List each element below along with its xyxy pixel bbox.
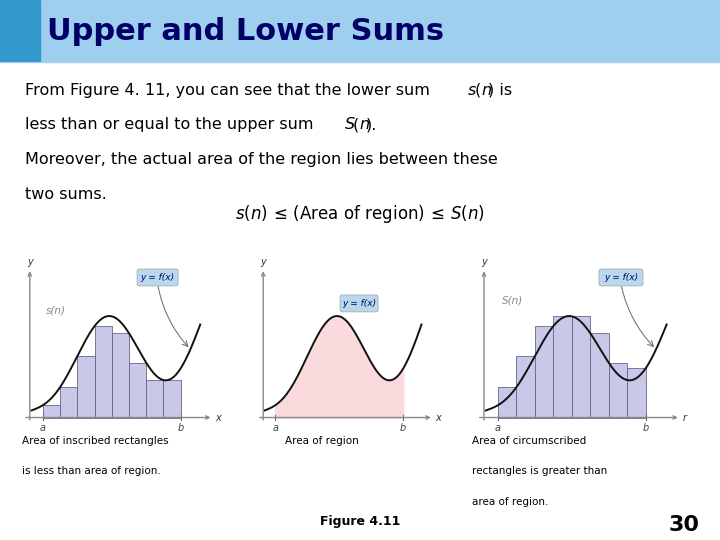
Text: S(n): S(n) bbox=[502, 295, 523, 306]
Text: $s(n)\,\leq\,(\mathrm{Area\ of\ region})\,\leq\,S(n)$: $s(n)\,\leq\,(\mathrm{Area\ of\ region})… bbox=[235, 202, 485, 225]
Text: (: ( bbox=[475, 83, 481, 98]
Bar bbox=[627, 368, 646, 417]
Text: n: n bbox=[481, 83, 491, 98]
Text: y: y bbox=[261, 257, 266, 267]
Text: b: b bbox=[177, 423, 184, 434]
Text: S: S bbox=[345, 117, 355, 132]
Text: b: b bbox=[642, 423, 649, 434]
Text: less than or equal to the upper sum: less than or equal to the upper sum bbox=[25, 117, 319, 132]
Text: ).: ). bbox=[366, 117, 377, 132]
Bar bbox=[554, 316, 572, 417]
Text: x: x bbox=[215, 413, 221, 422]
Text: ) is: ) is bbox=[488, 83, 512, 98]
Text: n: n bbox=[359, 117, 369, 132]
Bar bbox=[43, 405, 60, 417]
FancyBboxPatch shape bbox=[599, 269, 643, 286]
Text: a: a bbox=[40, 423, 46, 434]
Text: a: a bbox=[272, 423, 279, 434]
Text: b: b bbox=[400, 423, 406, 434]
Text: Area of circumscribed: Area of circumscribed bbox=[472, 436, 586, 446]
Text: area of region.: area of region. bbox=[472, 497, 549, 507]
Bar bbox=[163, 380, 181, 417]
Text: r: r bbox=[683, 413, 686, 422]
Text: s(n): s(n) bbox=[46, 306, 66, 316]
Text: 30: 30 bbox=[669, 515, 700, 535]
Text: x: x bbox=[435, 413, 441, 422]
Text: a: a bbox=[495, 423, 501, 434]
FancyBboxPatch shape bbox=[137, 269, 178, 286]
Text: (: ( bbox=[353, 117, 359, 132]
Bar bbox=[572, 316, 590, 417]
Bar bbox=[608, 363, 627, 417]
Text: Area of inscribed rectangles: Area of inscribed rectangles bbox=[22, 436, 168, 446]
Text: Figure 4.11: Figure 4.11 bbox=[320, 515, 400, 528]
Bar bbox=[590, 333, 608, 417]
Bar bbox=[60, 387, 77, 417]
Text: Upper and Lower Sums: Upper and Lower Sums bbox=[47, 17, 444, 45]
FancyBboxPatch shape bbox=[340, 295, 378, 312]
Bar bbox=[112, 333, 129, 417]
Text: s: s bbox=[468, 83, 477, 98]
Text: Area of region: Area of region bbox=[285, 436, 359, 446]
Text: rectangles is greater than: rectangles is greater than bbox=[472, 467, 607, 476]
Bar bbox=[516, 356, 535, 417]
Text: From Figure 4. 11, you can see that the lower sum: From Figure 4. 11, you can see that the … bbox=[25, 83, 435, 98]
Text: y = f(x): y = f(x) bbox=[604, 273, 638, 282]
Text: y = f(x): y = f(x) bbox=[140, 273, 175, 282]
Text: two sums.: two sums. bbox=[25, 186, 107, 201]
Bar bbox=[77, 356, 94, 417]
Bar bbox=[498, 387, 516, 417]
Text: y = f(x): y = f(x) bbox=[342, 299, 376, 308]
Text: Moreover, the actual area of the region lies between these: Moreover, the actual area of the region … bbox=[25, 152, 498, 167]
Text: y: y bbox=[27, 257, 32, 267]
Bar bbox=[0, 0, 40, 62]
Bar bbox=[129, 363, 146, 417]
Bar bbox=[146, 380, 163, 417]
Text: y: y bbox=[481, 257, 487, 267]
Bar bbox=[535, 326, 554, 417]
Bar bbox=[94, 326, 112, 417]
Text: is less than area of region.: is less than area of region. bbox=[22, 467, 161, 476]
